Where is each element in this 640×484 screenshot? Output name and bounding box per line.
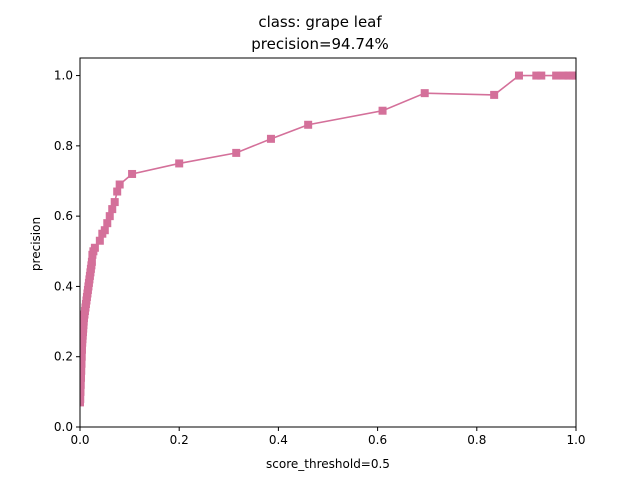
data-point [552, 71, 561, 80]
data-point [103, 219, 112, 228]
data-point [490, 90, 499, 99]
data-point [378, 106, 387, 115]
y-tick-label: 0.0 [54, 420, 73, 434]
data-point [266, 134, 275, 143]
data-point [80, 380, 85, 389]
axis-ticks: 0.0 0.2 0.4 0.6 0.8 1.0 0.0 0.2 0.4 0.6 0.8 1.0 [54, 69, 586, 447]
y-tick-label: 0.2 [54, 350, 73, 364]
chart-title: class: grape leaf [258, 13, 382, 31]
data-point [105, 212, 114, 221]
data-point [80, 366, 86, 375]
chart-subtitle: precision=94.74% [251, 35, 388, 53]
data-point [100, 226, 109, 235]
data-point [87, 257, 96, 266]
data-point [80, 359, 86, 368]
data-point [514, 71, 523, 80]
series-0 [80, 71, 576, 407]
x-tick-label: 0.8 [467, 433, 486, 447]
y-tick-label: 0.4 [54, 279, 73, 293]
data-point [232, 148, 241, 157]
data-point [80, 394, 85, 403]
y-tick-label: 1.0 [54, 69, 73, 83]
data-point [304, 120, 313, 129]
data-point [537, 71, 546, 80]
data-point [175, 159, 184, 168]
data-point [80, 373, 85, 382]
data-point [113, 187, 122, 196]
data-point [532, 71, 541, 80]
axes-frame [79, 57, 577, 428]
data-point [110, 198, 119, 207]
x-tick-label: 0.4 [269, 433, 288, 447]
data-point [90, 243, 99, 252]
x-tick-label: 1.0 [566, 433, 585, 447]
data-point [572, 71, 576, 80]
y-tick-label: 0.8 [54, 139, 73, 153]
y-tick-label: 0.6 [54, 209, 73, 223]
data-point [420, 89, 429, 98]
data-point [80, 387, 85, 396]
data-point [115, 180, 124, 189]
x-axis-label: score_threshold=0.5 [266, 457, 390, 471]
data-point [559, 71, 568, 80]
x-tick-label: 0.2 [170, 433, 189, 447]
x-tick-label: 0.6 [368, 433, 387, 447]
data-point [108, 205, 117, 214]
data-point [80, 352, 86, 361]
y-axis-label: precision [29, 217, 43, 271]
data-point [128, 169, 137, 178]
data-point [95, 236, 104, 245]
x-tick-label: 0.0 [70, 433, 89, 447]
data-point [80, 345, 86, 354]
plot-area [79, 57, 577, 428]
